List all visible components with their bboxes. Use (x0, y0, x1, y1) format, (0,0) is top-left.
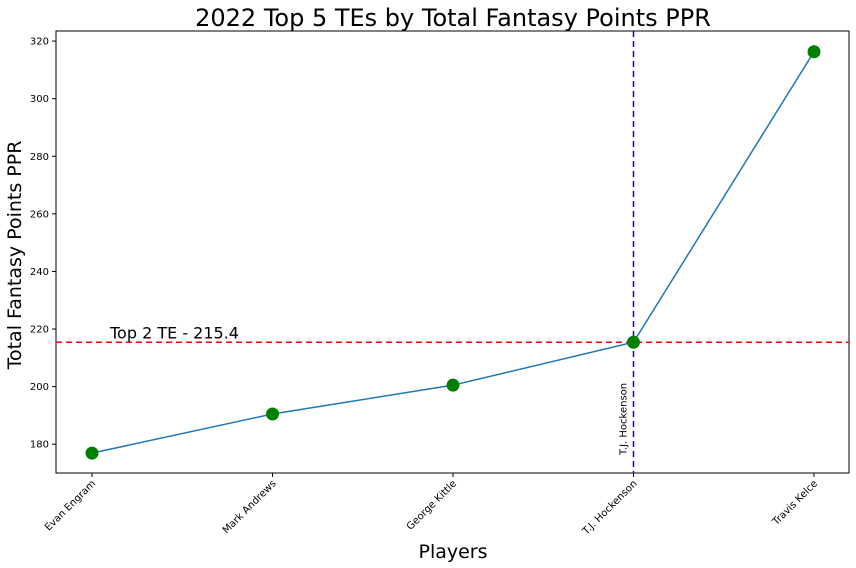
data-point (266, 407, 279, 421)
y-tick-label: 300 (30, 94, 49, 105)
y-tick-label: 260 (30, 209, 49, 220)
x-tick-label: Evan Engram (43, 478, 98, 533)
x-tick-label: Travis Kelce (770, 478, 820, 528)
x-axis-label: Players (418, 541, 487, 563)
threshold-label: Top 2 TE - 215.4 (109, 323, 239, 342)
y-tick-label: 220 (30, 325, 49, 336)
plot-frame (55, 30, 850, 474)
plot-area: 180 200 220 240 260 280 300 320 Evan Engram Mark … (30, 30, 850, 538)
x-tick-label: T.J. Hockenson (580, 478, 639, 537)
data-point (627, 335, 640, 349)
data-point (807, 45, 821, 59)
x-tick-label: George Kittle (405, 478, 459, 532)
player-marker-label: T.J. Hockenson (619, 383, 630, 456)
y-tick-label: 200 (30, 382, 49, 393)
chart-title: 2022 Top 5 TEs by Total Fantasy Points P… (195, 4, 711, 32)
y-tick-label: 240 (30, 267, 49, 278)
y-tick-label: 280 (30, 152, 49, 163)
y-axis-label: Total Fantasy Points PPR (4, 141, 26, 371)
y-tick-label: 180 (30, 440, 49, 451)
series-line (91, 51, 815, 454)
x-tick-label: Mark Andrews (221, 478, 279, 536)
y-tick-label: 320 (30, 37, 49, 48)
data-point (446, 378, 460, 392)
data-point (85, 446, 99, 460)
